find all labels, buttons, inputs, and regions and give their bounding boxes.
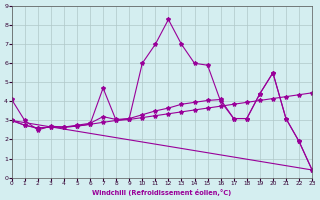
X-axis label: Windchill (Refroidissement éolien,°C): Windchill (Refroidissement éolien,°C) (92, 189, 231, 196)
